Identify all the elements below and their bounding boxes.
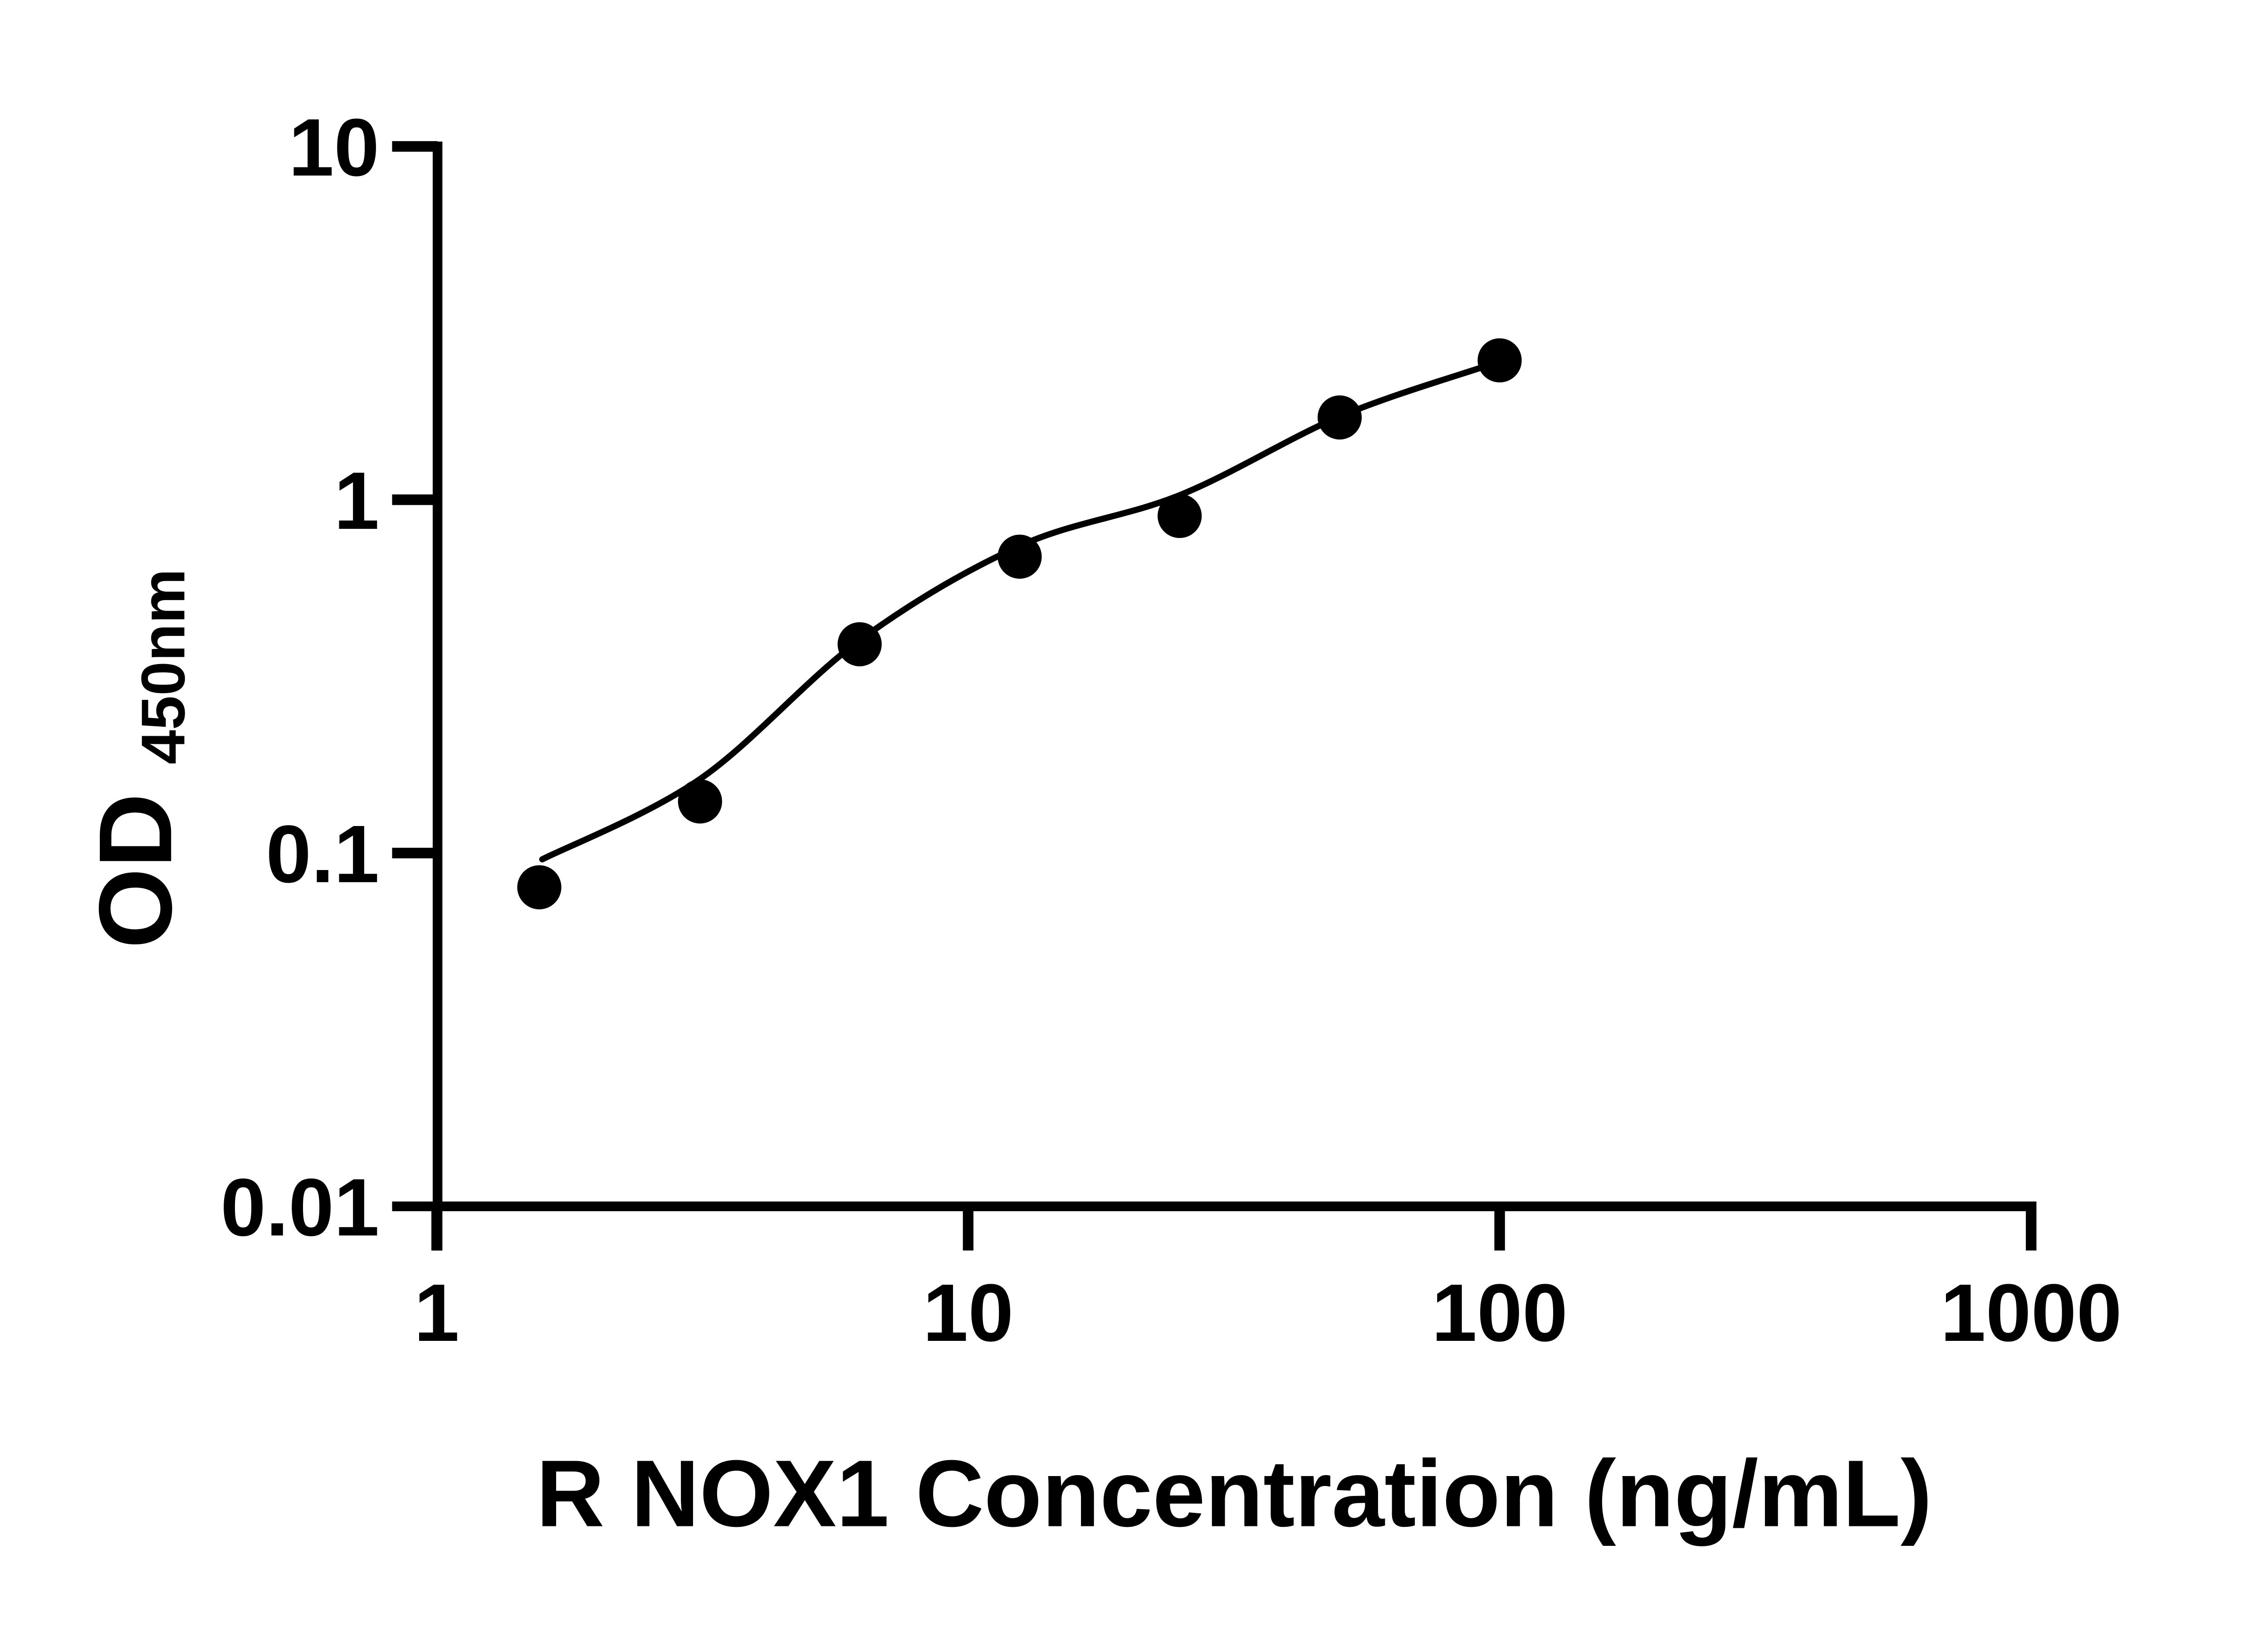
axis-tick-labels: 1 10 100 1000 10 1 0.1 0.01 (220, 102, 2122, 1359)
data-point (997, 534, 1042, 579)
y-tick-label: 10 (288, 102, 379, 193)
y-tick-label: 0.1 (266, 809, 379, 900)
data-point (517, 865, 562, 909)
data-point (678, 779, 722, 824)
y-tick-label: 1 (334, 455, 379, 547)
axes (392, 142, 2037, 1251)
x-tick-label: 100 (1432, 1267, 1568, 1359)
x-tick-label: 1000 (1941, 1267, 2122, 1359)
x-axis-title: R NOX1 Concentration (ng/mL) (536, 1441, 1932, 1546)
x-tick-label: 1 (414, 1267, 459, 1359)
y-axis-title-subscript: 450nm (128, 569, 197, 764)
y-tick-label: 0.01 (220, 1162, 379, 1253)
elisa-standard-curve-figure: 1 10 100 1000 10 1 0.1 0.01 R NOX1 Concentratio… (78, 102, 2122, 1547)
data-point (1477, 338, 1522, 383)
fit-curve-path (539, 362, 1491, 863)
axis-ticks (392, 141, 2037, 1251)
data-point (1158, 494, 1202, 538)
data-points (517, 338, 1522, 909)
standard-curve-chart: 1 10 100 1000 10 1 0.1 0.01 R NOX1 Concentratio… (78, 102, 2122, 1547)
x-tick-label: 10 (923, 1267, 1013, 1359)
data-point (837, 622, 882, 666)
fit-curve (539, 362, 1491, 863)
data-point (1317, 395, 1362, 440)
y-axis-title: OD 450nm (78, 569, 197, 949)
y-axis-title-main: OD (78, 793, 193, 949)
